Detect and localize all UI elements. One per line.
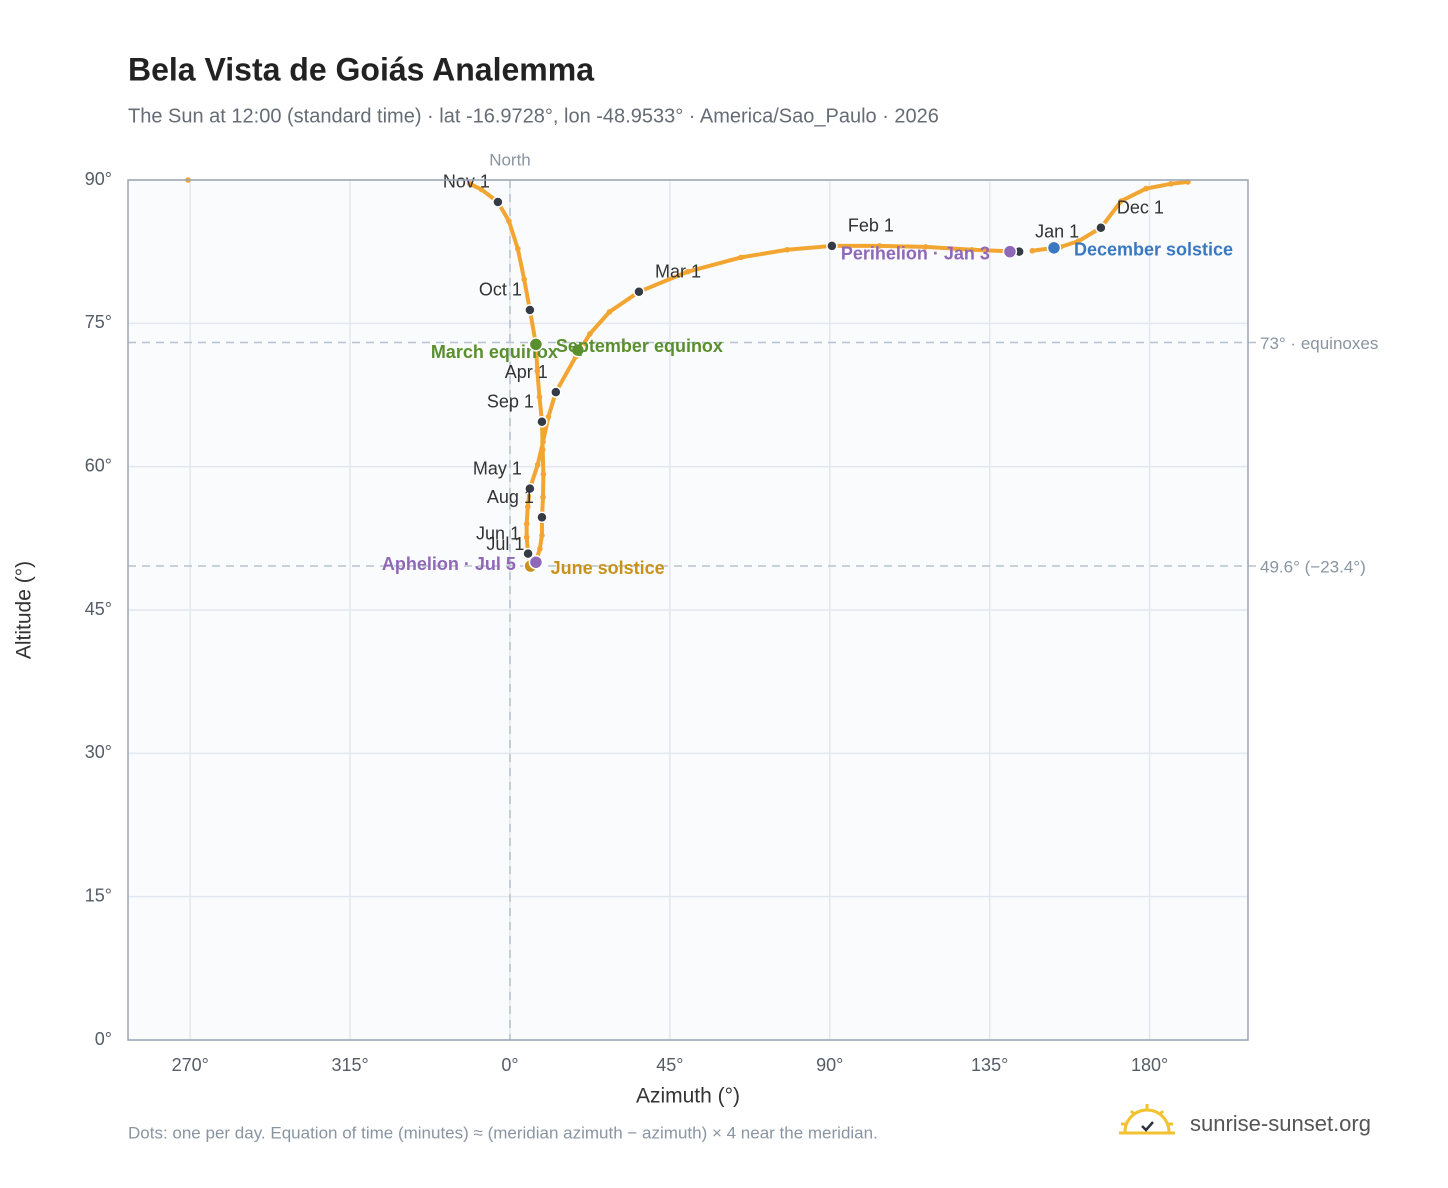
- day-dot: [1143, 185, 1149, 192]
- event-marker: [1002, 244, 1018, 259]
- reference-label: 73° · equinoxes: [1260, 334, 1378, 353]
- brand-name: sunrise-sunset.org: [1190, 1111, 1371, 1136]
- x-tick-label: 0°: [501, 1055, 518, 1075]
- day-dot: [540, 494, 546, 501]
- day-dot: [784, 246, 790, 253]
- brand-logo: [1119, 1104, 1175, 1135]
- day-dot: [969, 246, 975, 253]
- event-label: June solstice: [551, 558, 665, 578]
- x-tick-label: 90°: [816, 1055, 843, 1075]
- month-label: Jul 1: [486, 534, 524, 554]
- event-label: Perihelion · Jan 3: [841, 243, 990, 263]
- event-marker: [528, 337, 544, 352]
- month-label: Apr 1: [505, 362, 548, 382]
- month-label: Feb 1: [848, 216, 894, 236]
- month-label: Jan 1: [1035, 221, 1079, 241]
- day-dot: [514, 246, 521, 252]
- day-dot: [1168, 181, 1174, 187]
- day-dot: [523, 521, 530, 527]
- y-tick-label: 0°: [95, 1029, 112, 1049]
- day-dot: [587, 331, 593, 337]
- day-dot: [606, 309, 613, 315]
- x-tick-label: 180°: [1131, 1055, 1168, 1075]
- day-dot: [876, 243, 883, 249]
- month-label: May 1: [473, 458, 522, 478]
- month-marker: [826, 240, 838, 252]
- day-dot: [540, 471, 547, 478]
- day-dot: [684, 268, 691, 275]
- day-dot: [1029, 247, 1036, 254]
- day-dot: [539, 446, 546, 453]
- month-label: Oct 1: [479, 280, 522, 300]
- month-label: Jun 1: [476, 523, 520, 543]
- month-label: Dec 1: [1117, 198, 1164, 218]
- month-marker: [536, 511, 548, 524]
- event-marker: [528, 554, 544, 570]
- day-dot: [467, 181, 473, 187]
- footnote: Dots: one per day. Equation of time (min…: [128, 1123, 878, 1142]
- day-dot: [545, 414, 552, 420]
- event-label: December solstice: [1074, 240, 1233, 260]
- plot-frame: [127, 179, 1249, 1041]
- event-marker: [1046, 240, 1062, 256]
- day-dot: [1075, 238, 1082, 244]
- x-tick-label: 45°: [656, 1055, 683, 1075]
- y-tick-label: 60°: [85, 455, 112, 475]
- day-dot: [534, 461, 541, 468]
- event-label: Aphelion · Jul 5: [382, 554, 516, 574]
- x-tick-label: 135°: [971, 1055, 1008, 1075]
- month-marker: [1095, 222, 1107, 234]
- y-tick-label: 30°: [85, 742, 112, 762]
- y-axis-label: Altitude (°): [13, 561, 36, 659]
- day-dot: [524, 504, 531, 510]
- reference-label: 49.6° (−23.4°): [1260, 558, 1366, 577]
- y-tick-label: 15°: [85, 885, 112, 905]
- day-dot: [1118, 198, 1124, 204]
- day-dot: [539, 532, 545, 539]
- month-label: Nov 1: [443, 172, 490, 192]
- chart-title: Bela Vista de Goiás Analemma: [128, 51, 594, 87]
- event-marker: [570, 342, 586, 358]
- x-axis-label: Azimuth (°): [636, 1085, 740, 1108]
- month-marker: [633, 286, 645, 298]
- north-label: North: [489, 150, 531, 169]
- month-marker: [522, 547, 534, 560]
- month-marker: [536, 416, 548, 428]
- y-tick-label: 75°: [85, 312, 112, 332]
- month-label: Aug 1: [487, 487, 534, 507]
- day-dot: [534, 368, 541, 374]
- month-marker: [550, 386, 562, 398]
- chart-subtitle: The Sun at 12:00 (standard time) · lat -…: [128, 105, 939, 127]
- month-marker: [524, 482, 536, 495]
- y-tick-label: 90°: [85, 169, 112, 189]
- day-dot: [537, 546, 543, 552]
- grid: [128, 179, 1258, 1041]
- month-label: Mar 1: [655, 262, 701, 282]
- x-tick-label: 270°: [172, 1055, 209, 1075]
- event-label: March equinox: [431, 342, 558, 362]
- y-tick-label: 45°: [85, 599, 112, 619]
- day-dot: [478, 186, 485, 193]
- month-label: Sep 1: [487, 392, 534, 412]
- x-tick-label: 315°: [331, 1055, 368, 1075]
- month-marker: [524, 304, 536, 316]
- month-marker: [492, 196, 504, 208]
- event-label: September equinox: [556, 336, 723, 356]
- day-dot: [540, 439, 546, 445]
- day-dot: [523, 534, 530, 541]
- day-dot: [521, 276, 527, 283]
- day-dot: [506, 218, 512, 224]
- day-dot: [738, 254, 744, 261]
- day-dot: [536, 394, 543, 400]
- day-dot: [922, 244, 929, 250]
